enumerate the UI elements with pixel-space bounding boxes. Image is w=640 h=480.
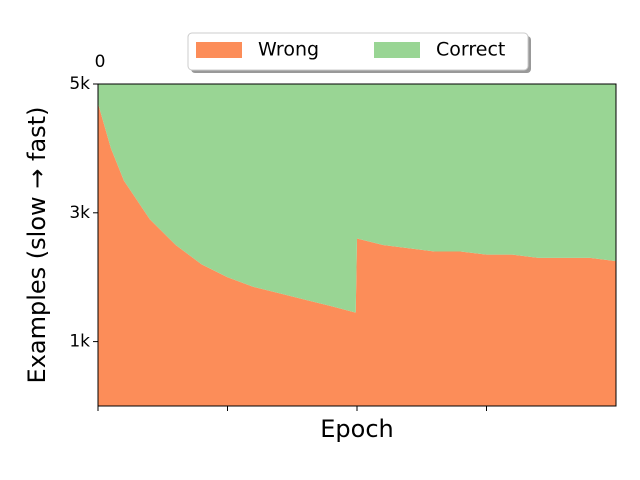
legend-box (187, 32, 529, 71)
area (98, 103, 616, 406)
legend-swatch (196, 42, 242, 58)
y-tick-label: 3k (69, 203, 90, 223)
y-axis-label: Examples (slow → fast) (23, 107, 51, 384)
x-axis-label: Epoch (320, 415, 394, 443)
legend-label: Wrong (258, 39, 319, 61)
legend-swatch (374, 42, 420, 58)
legend: Wrong Correct (187, 32, 531, 73)
y-tick-label: 1k (69, 332, 90, 352)
legend-label: Correct (436, 39, 505, 61)
corner-label: 0 (95, 52, 106, 72)
area (98, 84, 616, 313)
y-tick-label: 5k (69, 74, 90, 94)
